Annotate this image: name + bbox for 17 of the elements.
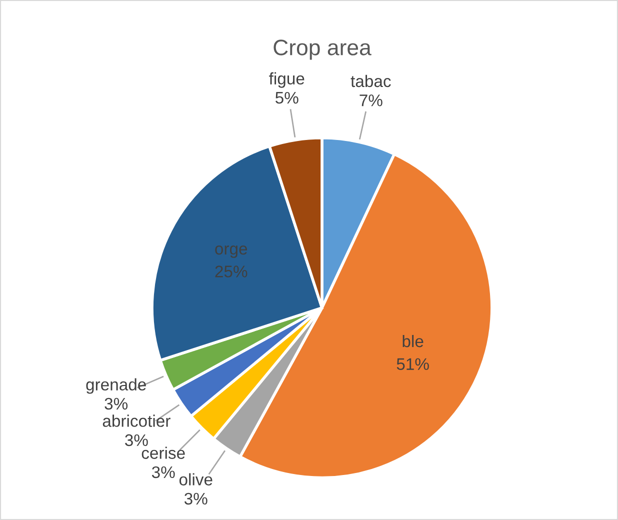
data-label: 51%: [396, 358, 429, 370]
slice-label: cerise: [142, 446, 185, 459]
slice-label: grenade: [86, 378, 146, 394]
data-label: 3%: [125, 434, 148, 446]
slice-label: tabac: [350, 74, 391, 88]
data-label: 25%: [215, 266, 248, 278]
data-label: 7%: [360, 94, 382, 106]
slice-label: orge: [215, 245, 248, 258]
data-label: 3%: [104, 398, 128, 410]
data-label: 5%: [276, 92, 298, 104]
data-label: 3%: [152, 466, 175, 478]
slice-label: ble: [402, 334, 424, 348]
slice-label: olive: [179, 473, 212, 486]
slice-label: abricotier: [102, 414, 170, 427]
slice-label: figue: [269, 72, 304, 88]
data-label: 3%: [184, 492, 208, 505]
chart-title: Crop area: [274, 40, 372, 60]
